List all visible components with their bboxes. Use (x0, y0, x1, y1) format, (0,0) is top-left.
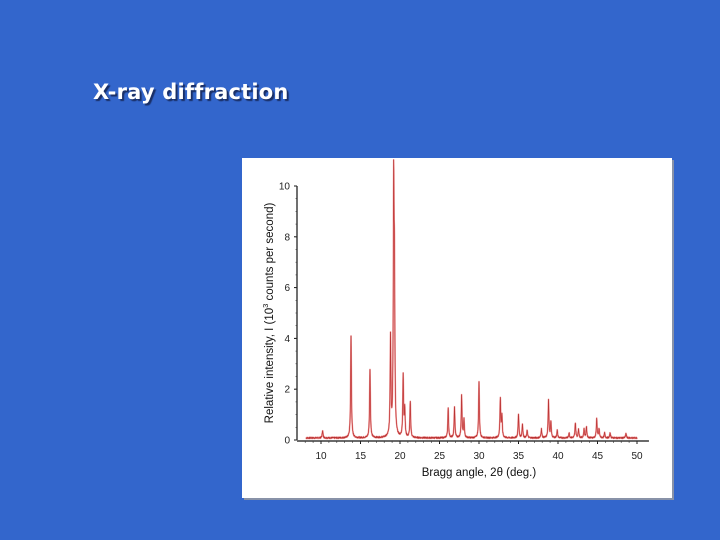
x-tick-label: 40 (552, 451, 564, 462)
y-tick-label: 8 (284, 232, 290, 243)
x-tick-label: 10 (315, 451, 327, 462)
x-tick-label: 50 (631, 451, 643, 462)
x-tick-label: 45 (592, 451, 604, 462)
y-tick-label: 0 (284, 436, 290, 447)
y-tick-label: 2 (284, 385, 290, 396)
x-tick-label: 35 (513, 451, 525, 462)
x-axis-label: Bragg angle, 2θ (deg.) (422, 467, 537, 479)
y-axis-label: Relative intensity, I (103 counts per se… (261, 203, 276, 424)
x-tick-label: 25 (434, 451, 446, 462)
x-tick-label: 20 (394, 451, 406, 462)
chart-ticks: 0 2 4 6 8 10 10 15 20 25 30 35 40 45 50 (279, 182, 643, 463)
slide-title: X-ray diffraction (93, 80, 289, 104)
xrd-chart-panel: 0 2 4 6 8 10 10 15 20 25 30 35 40 45 50 Bragg angle, 2… (242, 158, 672, 498)
y-tick-label: 10 (279, 182, 291, 193)
y-tick-label: 4 (284, 334, 290, 345)
x-tick-label: 15 (355, 451, 367, 462)
diffraction-pattern-line (305, 158, 638, 440)
xrd-chart: 0 2 4 6 8 10 10 15 20 25 30 35 40 45 50 Bragg angle, 2… (261, 158, 649, 479)
y-tick-label: 6 (284, 283, 290, 294)
x-tick-label: 30 (473, 451, 485, 462)
